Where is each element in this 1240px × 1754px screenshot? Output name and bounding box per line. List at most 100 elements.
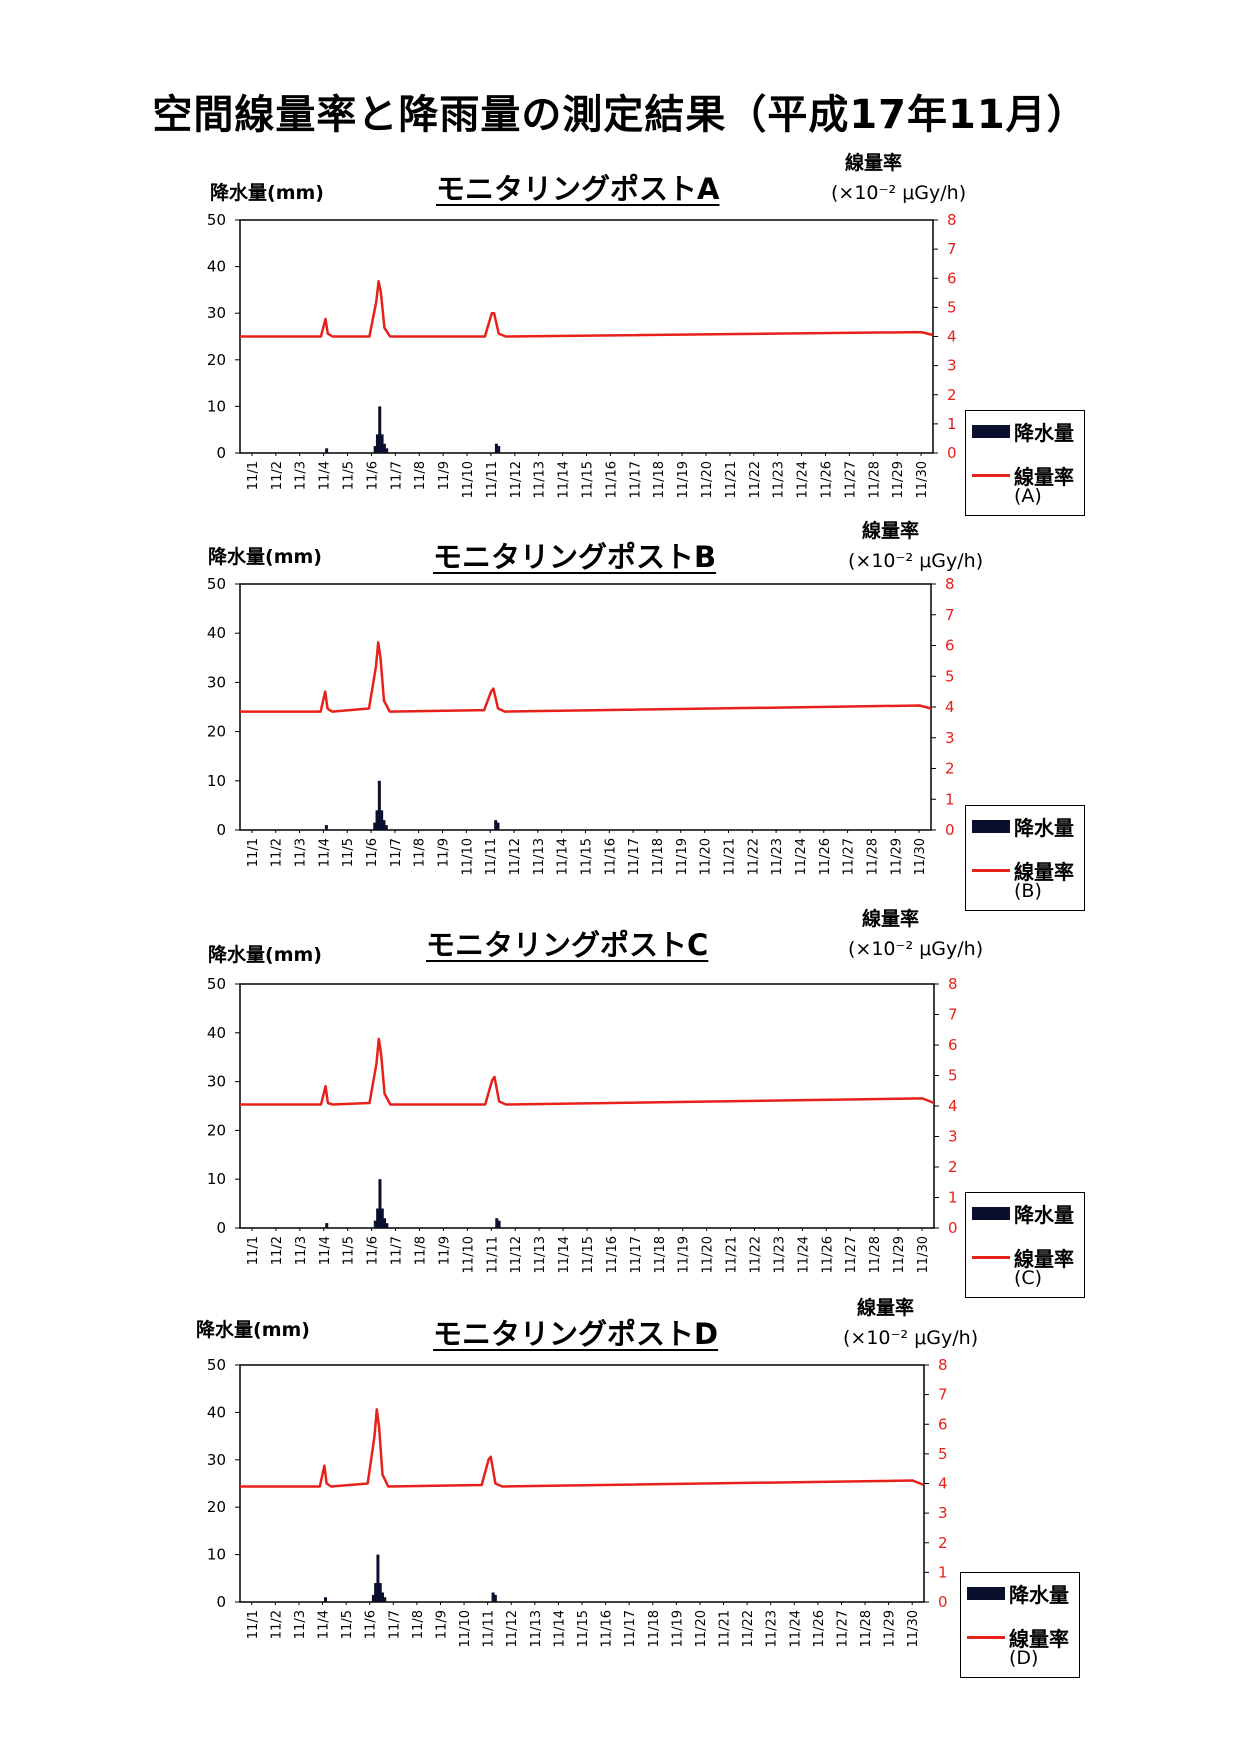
x-tick-label: 11/12 [508, 838, 523, 875]
x-tick-label: 11/1 [246, 1236, 261, 1265]
left-tick-label: 50 [207, 975, 226, 993]
x-tick-label: 11/10 [461, 461, 476, 498]
x-tick-label: 11/19 [677, 1236, 692, 1273]
left-tick-label: 40 [207, 624, 226, 642]
x-tick-label: 11/19 [676, 461, 691, 498]
right-tick-label: 4 [948, 1097, 958, 1115]
x-tick-label: 11/9 [437, 838, 452, 867]
dose-rate-line [240, 641, 932, 713]
rain-bar [495, 1218, 499, 1228]
x-tick-label: 11/9 [437, 1236, 452, 1265]
ylabel-left: 降水量(mm) [210, 178, 324, 205]
x-tick-label: 11/26 [820, 1236, 835, 1273]
left-tick-label: 50 [207, 575, 226, 593]
x-tick-label: 11/15 [580, 838, 595, 875]
x-tick-label: 11/26 [818, 838, 833, 875]
x-tick-label: 11/21 [724, 461, 739, 498]
x-tick-label: 11/6 [366, 1236, 381, 1265]
chart-plot-b: 0 10 20 30 40 50 0 1 2 3 4 5 6 7 8 11/1 11/2 11/3 11/4 11/5… [207, 575, 955, 875]
left-tick-label: 10 [207, 1546, 226, 1564]
legend-line-swatch [972, 474, 1010, 477]
x-tick-label: 11/4 [317, 1610, 332, 1639]
chart-plot-c: 0 10 20 30 40 50 0 1 2 3 4 5 6 7 8 11/1 11/2 11/3 11/4 11/5… [207, 975, 958, 1273]
x-tick-label: 11/13 [529, 1610, 544, 1647]
x-tick-label: 11/8 [411, 1610, 426, 1639]
right-tick-label: 0 [948, 1219, 958, 1237]
right-tick-label: 8 [948, 975, 958, 993]
rain-bar [494, 443, 498, 453]
x-tick-label: 11/4 [317, 838, 332, 867]
left-tick-label: 30 [207, 304, 226, 322]
rain-bar [325, 448, 329, 453]
legend-line-label: 線量率 [1014, 1247, 1074, 1271]
rain-bar [385, 1223, 389, 1228]
right-tick-label: 4 [945, 698, 955, 716]
rain-bar [378, 406, 382, 453]
chart-post-a: 0 10 20 30 40 50 0 1 2 3 4 5 6 7 8 11/1 11/2 11/3 11/4 11/5… [0, 150, 1240, 520]
x-tick-label: 11/20 [700, 461, 715, 498]
x-tick-label: 11/22 [748, 461, 763, 498]
ylabel-right-text: 線量率 [862, 520, 920, 542]
legend-bar-swatch [972, 425, 1010, 438]
x-tick-label: 11/21 [718, 1610, 733, 1647]
legend-bar-label: 降水量 [1014, 421, 1074, 445]
rain-bar [375, 434, 379, 453]
rain-bar [380, 1208, 384, 1228]
x-tick-label: 11/10 [460, 838, 475, 875]
x-tick-label: 11/23 [772, 1236, 787, 1273]
left-tick-label: 0 [216, 821, 226, 839]
x-tick-label: 11/20 [699, 838, 714, 875]
rain-bar [380, 810, 384, 830]
legend: 降水量 線量率 (B) [965, 805, 1085, 911]
right-tick-label: 0 [938, 1593, 948, 1611]
x-tick-label: 11/2 [269, 1610, 284, 1639]
rain-bar [382, 443, 386, 453]
x-tick-label: 11/2 [270, 838, 285, 867]
chart-post-c: 0 10 20 30 40 50 0 1 2 3 4 5 6 7 8 11/1 11/2 11/3 11/4 11/5… [0, 908, 1240, 1300]
x-tick-label: 11/29 [891, 461, 906, 498]
rain-bar [496, 822, 500, 830]
legend-line-label: 線量率 [1009, 1627, 1069, 1651]
x-tick-label: 11/16 [604, 461, 619, 498]
x-tick-label: 11/24 [788, 1610, 803, 1647]
legend-bar-label: 降水量 [1014, 1203, 1074, 1227]
left-tick-label: 20 [207, 1121, 226, 1139]
right-tick-label: 0 [947, 444, 957, 462]
x-tick-label: 11/1 [246, 1610, 261, 1639]
legend-station: (D) [1009, 1647, 1039, 1669]
ylabel-left-unit: (mm) [253, 1319, 310, 1341]
rain-bar [384, 825, 388, 830]
right-tick-label: 4 [938, 1475, 948, 1493]
right-tick-label: 8 [945, 575, 955, 593]
left-tick-label: 30 [207, 1451, 226, 1469]
x-tick-label: 11/15 [576, 1610, 591, 1647]
right-tick-label: 1 [947, 415, 957, 433]
x-tick-label: 11/6 [365, 461, 380, 490]
x-tick-label: 11/21 [725, 1236, 740, 1273]
x-tick-label: 11/27 [844, 1236, 859, 1273]
ylabel-left-text: 降水量 [208, 546, 266, 568]
ylabel-right: 線量率 (×10⁻² μGy/h) [831, 148, 966, 208]
left-tick-label: 30 [207, 1073, 226, 1091]
right-tick-label: 4 [947, 328, 957, 346]
x-tick-label: 11/16 [605, 1236, 620, 1273]
right-tick-label: 3 [938, 1504, 948, 1522]
x-tick-label: 11/8 [413, 838, 428, 867]
x-tick-label: 11/28 [859, 1610, 874, 1647]
rain-bar [374, 1583, 378, 1602]
legend-line-label: 線量率 [1014, 465, 1074, 489]
rain-bar [493, 1594, 497, 1602]
x-tick-label: 11/11 [485, 1236, 500, 1273]
chart-title: モニタリングポストB [433, 540, 717, 574]
plot-frame [239, 1364, 925, 1603]
x-tick-label: 11/12 [505, 1610, 520, 1647]
ylabel-right-unit: (×10⁻² μGy/h) [831, 182, 967, 204]
x-tick-label: 11/17 [629, 1236, 644, 1273]
x-tick-label: 11/11 [485, 461, 500, 498]
x-tick-label: 11/21 [722, 838, 737, 875]
legend-line-swatch [967, 1636, 1005, 1639]
x-tick-label: 11/23 [765, 1610, 780, 1647]
rain-bar [375, 810, 379, 830]
right-tick-label: 2 [945, 760, 955, 778]
x-tick-label: 11/13 [533, 461, 548, 498]
